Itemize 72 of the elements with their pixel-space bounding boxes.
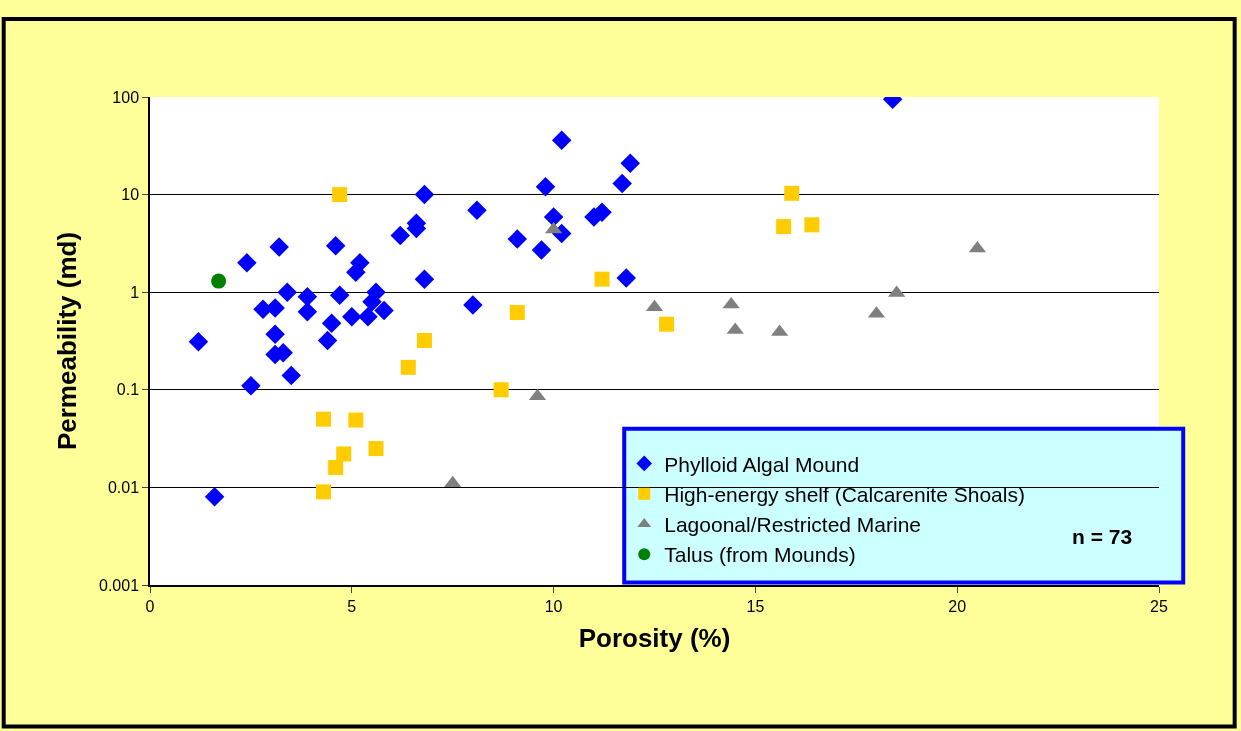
x-tick-label: 15 xyxy=(746,597,765,615)
point xyxy=(350,253,370,273)
y-tick-label: 10 xyxy=(121,186,140,204)
point xyxy=(317,330,338,351)
point xyxy=(414,269,435,289)
point xyxy=(592,202,612,222)
y-tick-label: 0.01 xyxy=(107,479,140,496)
point xyxy=(400,359,416,375)
point xyxy=(342,307,362,327)
point xyxy=(265,324,285,345)
point xyxy=(321,313,342,334)
point xyxy=(416,333,432,348)
point xyxy=(348,412,364,428)
y-axis-title: Permeability (md) xyxy=(51,231,82,451)
point xyxy=(358,307,378,327)
point xyxy=(374,300,394,321)
point xyxy=(467,200,487,221)
point xyxy=(509,304,525,320)
x-tick-label: 0 xyxy=(145,597,155,615)
point xyxy=(241,376,261,396)
point xyxy=(332,187,348,203)
point xyxy=(328,459,344,475)
legend-label: Talus (from Mounds) xyxy=(664,543,856,567)
point xyxy=(784,185,800,201)
point xyxy=(543,207,564,227)
y-tick-label: 0.001 xyxy=(99,576,140,594)
x-tick-label: 20 xyxy=(948,597,967,615)
point xyxy=(531,240,552,260)
point xyxy=(237,253,257,273)
y-tick-label: 0.1 xyxy=(116,381,140,399)
point xyxy=(316,411,332,427)
point xyxy=(493,382,509,398)
point xyxy=(297,286,318,307)
point xyxy=(297,302,318,322)
point xyxy=(269,237,289,257)
point xyxy=(594,271,610,287)
point xyxy=(211,273,227,289)
legend-label: Lagoonal/Restricted Marine xyxy=(664,513,922,537)
point xyxy=(722,296,740,309)
point xyxy=(612,173,632,194)
point xyxy=(616,268,636,288)
point xyxy=(325,235,346,256)
point xyxy=(277,282,297,302)
annotation: n = 73 xyxy=(1072,525,1133,548)
point xyxy=(776,219,792,235)
point xyxy=(281,365,302,386)
point xyxy=(188,332,209,352)
point xyxy=(535,177,556,197)
point xyxy=(390,225,410,246)
point xyxy=(265,298,285,318)
point xyxy=(368,441,384,457)
x-tick-label: 5 xyxy=(347,597,357,615)
point xyxy=(804,217,820,233)
point xyxy=(507,229,528,249)
point xyxy=(329,285,350,306)
point xyxy=(620,153,641,173)
point xyxy=(316,484,332,500)
x-tick-label: 10 xyxy=(544,597,563,615)
point xyxy=(551,130,572,151)
point xyxy=(366,282,386,302)
point xyxy=(463,295,483,315)
x-tick-label: 25 xyxy=(1150,597,1168,615)
point xyxy=(444,475,462,488)
x-axis-title: Porosity (%) xyxy=(578,623,731,654)
point xyxy=(414,184,435,205)
y-tick-label: 1 xyxy=(130,283,140,301)
point xyxy=(204,487,225,507)
point xyxy=(659,316,675,332)
legend-label: Phylloid Algal Mound xyxy=(664,452,860,476)
y-tick-label: 100 xyxy=(112,88,140,106)
legend-label: High-energy shelf (Calcarenite Shoals) xyxy=(664,482,1025,506)
point xyxy=(336,446,352,462)
